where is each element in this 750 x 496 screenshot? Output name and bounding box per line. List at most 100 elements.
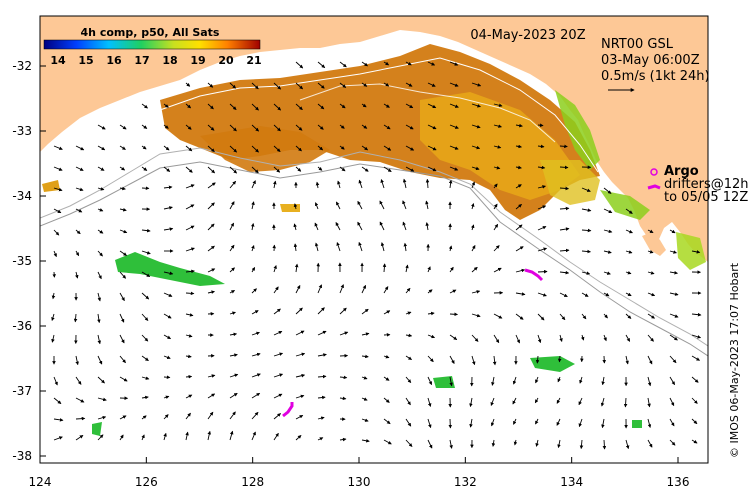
current-arrow: [141, 250, 151, 255]
current-arrow: [471, 266, 478, 273]
sst-patch-yellow-1: [280, 204, 300, 212]
current-arrow: [229, 392, 238, 399]
current-arrow: [647, 250, 654, 254]
current-arrow: [471, 290, 481, 294]
current-arrow: [578, 418, 583, 428]
current-arrow: [229, 353, 238, 357]
current-arrow: [163, 166, 171, 172]
current-arrow: [53, 166, 63, 171]
current-arrow: [449, 124, 459, 129]
current-arrow: [537, 292, 547, 297]
current-arrow: [315, 181, 320, 189]
bathymetry-contour-slope: [40, 147, 708, 347]
current-arrow: [559, 186, 570, 191]
current-arrow: [75, 166, 84, 171]
current-arrow: [603, 334, 607, 342]
current-arrow: [185, 247, 195, 252]
current-arrow: [251, 310, 259, 315]
current-arrow: [207, 245, 215, 252]
current-arrow: [75, 435, 84, 441]
sst-swath-west: [200, 126, 330, 172]
sst-contour-line: [299, 83, 556, 143]
current-arrow: [579, 376, 583, 384]
current-arrow: [163, 227, 174, 231]
current-arrow: [669, 229, 676, 234]
current-arrow: [405, 124, 414, 130]
current-arrow: [73, 313, 78, 323]
current-arrow: [75, 229, 81, 235]
current-arrow: [229, 244, 235, 252]
colorbar-tick-label: 15: [78, 54, 93, 67]
current-arrow: [295, 373, 306, 378]
current-arrow: [97, 271, 102, 280]
current-arrow: [537, 205, 547, 210]
current-arrow: [405, 103, 414, 109]
current-arrow: [647, 397, 651, 408]
colorbar-tick-label: 14: [50, 54, 66, 67]
current-arrow: [97, 397, 107, 402]
current-arrow: [273, 330, 283, 336]
current-arrow: [185, 82, 191, 87]
current-arrow: [97, 434, 104, 441]
current-arrow: [427, 266, 431, 273]
plot-frame: [39, 15, 709, 464]
current-arrow: [559, 248, 570, 253]
current-arrow: [537, 269, 548, 274]
current-arrow: [251, 245, 255, 252]
current-arrow: [295, 166, 302, 172]
current-arrow: [515, 292, 526, 296]
current-arrow: [273, 145, 281, 153]
current-arrow: [207, 103, 214, 110]
current-arrow: [207, 411, 214, 420]
current-arrow: [427, 418, 432, 429]
current-arrow: [185, 103, 192, 109]
current-arrow: [75, 208, 83, 213]
current-arrow: [647, 439, 653, 448]
current-arrow: [581, 271, 591, 275]
current-arrow: [515, 123, 523, 128]
current-arrow: [119, 376, 128, 382]
current-arrow: [339, 437, 347, 442]
current-arrow: [361, 61, 368, 67]
current-arrow: [559, 334, 563, 342]
sst-patch-green-1: [115, 252, 225, 286]
colorbar-title: 4h comp, p50, All Sats: [81, 26, 220, 39]
current-arrow: [317, 353, 327, 357]
current-arrow: [581, 249, 591, 254]
current-arrow: [317, 284, 322, 294]
current-arrow: [163, 103, 169, 108]
current-arrow: [512, 397, 517, 405]
current-arrow: [535, 418, 539, 425]
current-arrow: [251, 124, 260, 132]
current-arrow: [185, 204, 195, 210]
current-arrow: [537, 123, 544, 128]
current-arrow: [383, 103, 390, 108]
credit-text: © IMOS 06-May-2023 17:07 Hobart: [728, 262, 741, 458]
current-arrow: [383, 124, 391, 130]
current-arrow: [314, 222, 319, 231]
current-arrow: [361, 354, 369, 359]
current-arrow: [97, 334, 102, 345]
current-arrow: [229, 82, 237, 89]
current-arrow: [273, 166, 281, 173]
current-arrow: [317, 145, 324, 151]
current-arrow: [669, 418, 675, 427]
sst-patch-green-4: [92, 422, 102, 436]
current-arrow: [647, 313, 656, 319]
current-arrow: [427, 311, 435, 316]
current-arrow: [75, 355, 79, 366]
current-arrow: [380, 179, 385, 189]
current-arrow: [691, 418, 698, 425]
current-arrow: [361, 166, 369, 172]
current-arrow: [207, 223, 215, 231]
current-arrow: [317, 374, 327, 379]
current-arrow: [603, 313, 608, 319]
current-arrow: [273, 103, 282, 111]
current-arrow: [427, 145, 437, 151]
current-arrow: [691, 312, 702, 317]
current-arrow: [119, 207, 127, 212]
current-arrow: [361, 284, 367, 294]
sst-swath-yellow: [540, 160, 600, 205]
current-arrow: [470, 224, 475, 231]
drifter-track-1: [524, 268, 544, 282]
